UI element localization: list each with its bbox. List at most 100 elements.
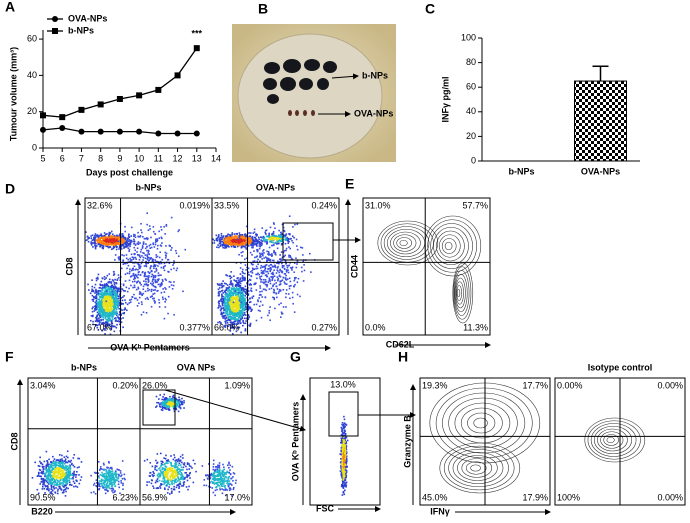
event-dot (62, 489, 65, 492)
event-dot (48, 466, 50, 469)
event-dot (257, 239, 259, 242)
event-dot (240, 236, 243, 239)
y-axis-label: INFγ pg/ml (440, 76, 450, 122)
event-dot (63, 486, 65, 488)
event-dot (108, 273, 111, 275)
event-dot (228, 310, 231, 313)
event-dot (105, 241, 108, 244)
event-dot (152, 276, 155, 279)
event-dot (232, 299, 234, 302)
event-dot (239, 278, 242, 280)
event-dot (103, 291, 106, 294)
event-dot (152, 274, 155, 277)
event-dot (48, 468, 51, 470)
event-dot (250, 240, 252, 243)
event-dot (98, 480, 101, 482)
event-dot (234, 302, 236, 305)
event-dot (51, 481, 54, 484)
event-dot (240, 242, 243, 245)
event-dot (285, 263, 287, 265)
event-dot (105, 476, 108, 479)
event-dot (53, 467, 56, 469)
event-dot (262, 237, 265, 239)
event-dot (229, 308, 232, 311)
event-dot (246, 266, 248, 269)
event-dot (91, 294, 94, 297)
event-dot (229, 293, 232, 296)
event-dot (67, 460, 70, 462)
event-dot (224, 306, 226, 308)
event-dot (53, 458, 56, 460)
event-dot (145, 283, 148, 286)
event-dot (213, 242, 216, 244)
event-dot (103, 232, 106, 234)
event-dot (261, 243, 263, 246)
event-dot (252, 295, 255, 297)
event-dot (228, 237, 230, 240)
event-dot (100, 290, 102, 292)
event-dot (65, 486, 68, 489)
event-dot (59, 462, 62, 464)
event-dot (124, 301, 127, 304)
event-dot (111, 322, 114, 325)
event-dot (65, 469, 67, 471)
event-dot (280, 259, 283, 262)
event-dot (96, 304, 99, 306)
event-dot (278, 258, 281, 261)
event-dot (225, 244, 227, 247)
event-dot (66, 468, 69, 470)
event-dot (231, 311, 234, 314)
event-dot (240, 318, 243, 320)
event-dot (141, 247, 144, 249)
event-dot (104, 481, 106, 484)
event-dot (62, 478, 65, 480)
event-dot (119, 312, 121, 314)
event-dot (278, 242, 280, 245)
event-dot (261, 236, 263, 239)
event-dot (219, 241, 222, 244)
event-dot (236, 295, 238, 298)
event-dot (59, 468, 61, 470)
event-dot (87, 283, 89, 286)
event-dot (158, 230, 161, 233)
event-dot (101, 309, 104, 312)
event-dot (70, 463, 73, 466)
event-dot (101, 302, 104, 305)
event-dot (136, 281, 138, 283)
event-dot (264, 256, 267, 259)
event-dot (257, 299, 259, 301)
event-dot (105, 239, 107, 241)
event-dot (223, 237, 226, 240)
event-dot (140, 313, 143, 316)
panel-letter: A (5, 0, 15, 15)
event-dot (259, 242, 261, 244)
event-dot (87, 240, 90, 243)
event-dot (128, 236, 131, 238)
event-dot (277, 238, 279, 240)
event-dot (224, 320, 227, 323)
event-dot (245, 244, 248, 246)
event-dot (155, 267, 157, 270)
event-dot (270, 272, 273, 275)
event-dot (118, 304, 121, 307)
event-dot (133, 238, 135, 241)
event-dot (50, 469, 53, 472)
event-dot (241, 280, 244, 282)
event-dot (283, 236, 286, 238)
event-dot (126, 238, 129, 240)
event-dot (48, 481, 50, 483)
event-dot (113, 234, 116, 237)
event-dot (93, 242, 96, 245)
event-dot (279, 283, 282, 285)
event-dot (58, 464, 61, 467)
event-dot (77, 457, 79, 460)
event-dot (57, 469, 60, 471)
event-dot (221, 284, 223, 287)
event-dot (105, 314, 108, 317)
event-dot (126, 303, 129, 306)
event-dot (247, 306, 249, 308)
event-dot (147, 252, 150, 254)
contour-line (453, 266, 472, 320)
event-dot (252, 243, 255, 246)
event-dot (105, 487, 107, 489)
